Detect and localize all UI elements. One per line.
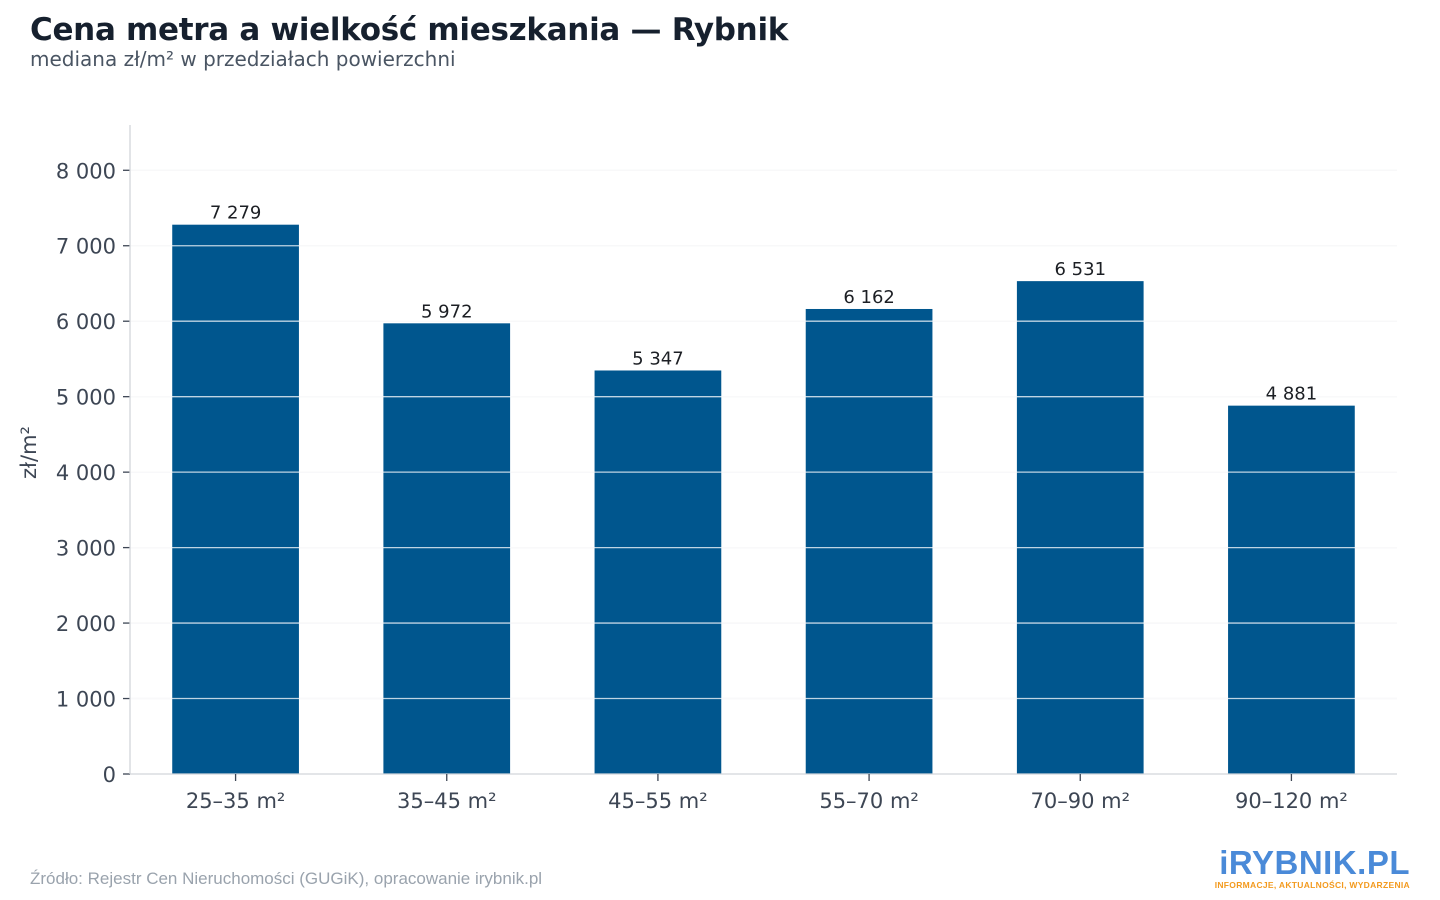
- bar-value-label: 7 279: [210, 203, 262, 224]
- y-tick-label: 5 000: [56, 386, 116, 410]
- x-tick-label: 90–120 m²: [1235, 789, 1348, 813]
- y-tick-label: 4 000: [56, 461, 116, 485]
- axes: 0 1 000 2 000 3 000 4 000 5 000 6 000 7 000 8 00…: [17, 125, 1397, 813]
- logo-tagline: INFORMACJE, AKTUALNOŚCI, WYDARZENIA: [1214, 880, 1410, 890]
- y-tick-label: 0: [103, 763, 116, 787]
- x-tick-label: 25–35 m²: [186, 789, 286, 813]
- y-tick-label: 6 000: [56, 310, 116, 334]
- value-labels: 7 279 5 972 5 347 6 162 6 531 4 881: [210, 203, 1317, 405]
- bar-value-label: 6 531: [1054, 259, 1106, 280]
- bar-value-label: 5 347: [632, 348, 684, 369]
- bar: [805, 308, 933, 774]
- x-tick-label: 70–90 m²: [1031, 789, 1131, 813]
- source-note: Źródło: Rejestr Cen Nieruchomości (GUGiK…: [30, 869, 543, 888]
- y-tick-label: 8 000: [56, 159, 116, 183]
- y-tick-label: 3 000: [56, 537, 116, 561]
- bar-value-label: 5 972: [421, 301, 473, 322]
- bar: [383, 323, 511, 774]
- bar: [172, 224, 299, 774]
- x-tick-label: 55–70 m²: [819, 789, 919, 813]
- y-tick-label: 7 000: [56, 235, 116, 259]
- x-tick-label: 45–55 m²: [608, 789, 708, 813]
- x-tick-label: 35–45 m²: [397, 789, 497, 813]
- bar-value-label: 4 881: [1266, 384, 1318, 405]
- bar: [594, 370, 722, 774]
- bar: [1016, 281, 1144, 774]
- bar-value-label: 6 162: [843, 287, 895, 308]
- chart-subtitle: mediana zł/m² w przedziałach powierzchni: [30, 47, 456, 71]
- y-tick-label: 2 000: [56, 612, 116, 636]
- logo-wordmark: iRYBNIK.PL: [1219, 844, 1410, 881]
- y-tick-label: 1 000: [56, 688, 116, 712]
- brand-logo: iRYBNIK.PL INFORMACJE, AKTUALNOŚCI, WYDA…: [1190, 844, 1410, 891]
- y-axis-label: zł/m²: [17, 426, 41, 479]
- bar: [1228, 405, 1355, 774]
- grid-lines: [130, 169, 1397, 700]
- bars: [172, 224, 1355, 774]
- chart-title: Cena metra a wielkość mieszkania — Rybni…: [30, 12, 789, 48]
- bar-overlay-grid: [130, 169, 1397, 700]
